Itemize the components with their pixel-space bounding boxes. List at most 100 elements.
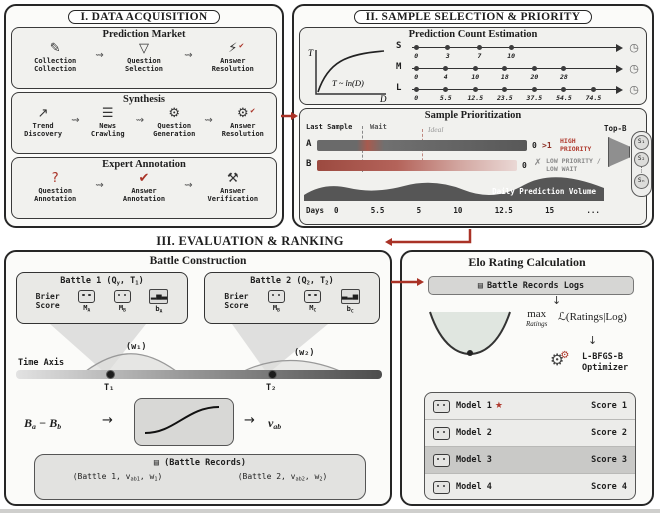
robot-icon <box>433 426 450 440</box>
funnel-icon: ▽ <box>139 41 149 56</box>
gears-icon: ⚙⚙ <box>550 350 570 369</box>
robot-icon <box>433 480 450 494</box>
step-answer-resolution-syn: ⚙ ✔ Answer Resolution <box>218 106 268 138</box>
brier-score-label: Brier Score <box>35 291 60 311</box>
squiggle-arrow-icon: ⇝ <box>184 50 193 61</box>
table-row: Model 3 Score 3 <box>425 446 635 473</box>
battle2-title: Battle 2 (Q2, T2) <box>250 276 334 287</box>
model-b-agent: MB <box>113 289 131 313</box>
sample-slot: S₁ <box>634 135 649 150</box>
arrow-right-icon: → <box>102 413 113 428</box>
step-label: Answer Resolution <box>211 57 254 74</box>
steps-row: ✎ Collection Collection ⇝ ▽ Question Sel… <box>15 41 273 73</box>
answer-check-icon: ✔ <box>138 171 150 186</box>
timeline-row-l: L 0 5.5 12.5 23.5 37.5 54.5 74.5 ◷ <box>396 83 641 104</box>
gavel-icon: ⚒ <box>226 171 239 186</box>
brier-diff-formula: Ba − Bb <box>24 416 62 432</box>
weight-curve-1 <box>86 353 177 372</box>
squiggle-arrow-icon: ⇝ <box>95 50 104 61</box>
model-c-agent: MC <box>304 289 322 313</box>
bar-chart-icon: ▂▅▃ <box>149 288 169 304</box>
time-axis-label: Time Axis <box>18 358 65 368</box>
clock-icon: ◷ <box>629 83 639 96</box>
table-row: Model 4 Score 4 <box>425 473 635 499</box>
likelihood-curve <box>429 311 511 356</box>
battle2-content: Brier Score MB MC ▃▂▅ bC <box>205 288 379 314</box>
panel3-title: III. EVALUATION & RANKING <box>156 234 344 248</box>
row-a-label: A <box>306 139 312 149</box>
check-badge-icon: ✔ <box>238 42 245 50</box>
days-ticks: 0 5.5 5 10 12.5 15 ... <box>334 206 600 215</box>
days-label: Days <box>306 206 325 215</box>
top-b-funnel-icon <box>608 137 630 167</box>
prediction-count-estimation-box: Prediction Count Estimation T D T ~ ln(D… <box>299 27 647 105</box>
log-curve-plot: T D T ~ ln(D) <box>308 48 387 102</box>
section-title: Synthesis <box>122 94 165 105</box>
timeline-s: 0 3 7 10 <box>412 41 623 61</box>
panel-evaluation-ranking: Battle Construction Battle 1 (Qy, T1) Br… <box>4 250 392 506</box>
sample-slot: S₂ <box>634 152 649 167</box>
t1-label: T₁ <box>104 383 115 393</box>
battle-records-row: (Battle 1, vab1, w1) (Battle 2, vab2, w2… <box>35 472 365 482</box>
battle-records-box: ▤ (Battle Records) (Battle 1, vab1, w1) … <box>34 454 366 500</box>
model-score-table: Model 1 ★ Score 1 Model 2 Score 2 Model … <box>424 392 636 500</box>
battle1-content: Brier Score MA MB ▂▅▃ bA <box>17 288 187 314</box>
table-row: Model 2 Score 2 <box>425 419 635 446</box>
step-label: Answer Resolution <box>221 122 264 139</box>
svg-text:D: D <box>379 94 387 102</box>
section-expert-annotation: Expert Annotation ? Question Annotation … <box>11 157 277 219</box>
note-icon: ▤ <box>153 458 160 468</box>
panel1-title: I. DATA ACQUISITION <box>68 10 220 24</box>
gear-check-icon: ⚙ ✔ <box>237 106 256 122</box>
optimizer-label: L-BFGS-B Optimizer <box>582 352 629 374</box>
sigmoid-box <box>134 398 234 446</box>
svg-text:T: T <box>308 48 314 58</box>
step-label: Trend Discovery <box>24 122 63 139</box>
robot-icon <box>433 453 450 467</box>
w1-label: (w₁) <box>126 342 147 352</box>
collection-icon: ✎ <box>49 41 61 56</box>
panel2-title: II. SAMPLE SELECTION & PRIORITY <box>353 10 593 24</box>
squiggle-arrow-icon: ⇝ <box>95 180 104 191</box>
squiggle-arrow-icon: ⇝ <box>135 115 145 126</box>
star-icon: ★ <box>494 401 503 411</box>
likelihood-label: ℒ(Ratings|Log) <box>558 311 627 323</box>
step-question-generation: ⚙ Question Generation <box>149 106 199 138</box>
robot-icon <box>304 289 322 303</box>
ellipsis-icon: ⋮ <box>638 166 645 174</box>
elo-title: Elo Rating Calculation <box>468 255 586 269</box>
panel-sample-selection: II. SAMPLE SELECTION & PRIORITY Predicti… <box>292 4 654 228</box>
model-b-agent: MB <box>267 289 285 313</box>
battle-records-logs-pill: ▤ Battle Records Logs <box>428 276 634 295</box>
clock-icon: ◷ <box>629 62 639 75</box>
timeline-l: 0 5.5 12.5 23.5 37.5 54.5 74.5 <box>412 83 623 103</box>
trend-chart-icon: ↗ <box>37 106 49 121</box>
top-b-label: Top-B <box>604 124 627 133</box>
step-answer-verification: ⚒ Answer Verification <box>207 171 259 203</box>
high-priority-label: HIGH PRIORITY <box>560 137 592 154</box>
priority-bar-b <box>317 160 517 171</box>
t2-label: T₂ <box>266 383 277 393</box>
priority-bar-a <box>317 140 527 151</box>
clock-icon: ◷ <box>629 41 639 54</box>
expert-question-icon: ? <box>51 171 59 186</box>
timeline-m: 0 4 10 18 20 28 <box>412 62 623 82</box>
max-operator: max Ratings <box>526 308 548 328</box>
step-answer-annotation: ✔ Answer Annotation <box>118 171 170 203</box>
step-collection: ✎ Collection Collection <box>29 41 81 73</box>
table-row: Model 1 ★ Score 1 <box>425 393 635 419</box>
cross-icon: ✗ <box>534 158 542 168</box>
score-chart-c: ▃▂▅ bC <box>340 288 360 314</box>
battle1-title: Battle 1 (Qy, T1) <box>60 276 144 287</box>
battle-record-1: (Battle 1, vab1, w1) <box>72 472 163 483</box>
pce-title: Prediction Count Estimation <box>408 29 538 40</box>
step-trend-discovery: ↗ Trend Discovery <box>20 106 66 138</box>
robot-icon <box>78 289 96 303</box>
w2-label: (w₂) <box>294 348 315 358</box>
bolt-icon: ⚡ ✔ <box>228 41 244 57</box>
step-label: Question Generation <box>153 122 196 139</box>
squiggle-arrow-icon: ⇝ <box>71 115 80 126</box>
bar-chart-icon: ▃▂▅ <box>340 288 360 304</box>
brier-score-label: Brier Score <box>224 291 249 311</box>
